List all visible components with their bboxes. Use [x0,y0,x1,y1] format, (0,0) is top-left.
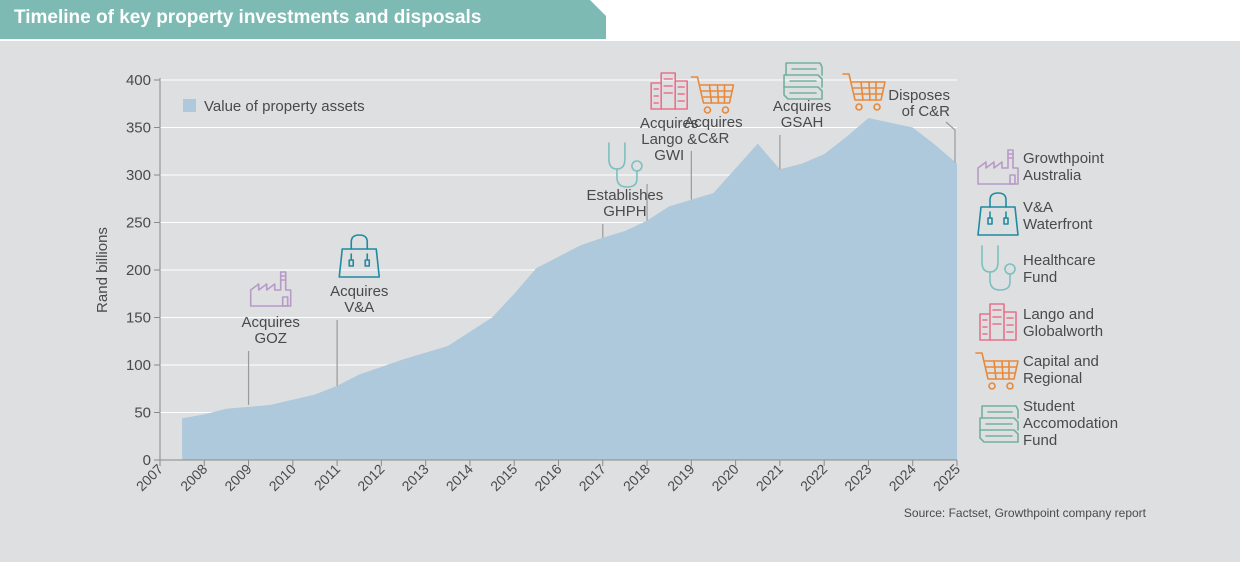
x-tick-label: 2019 [664,461,697,494]
x-tick-label: 2015 [487,461,520,494]
annotation-label: Acquires [773,98,831,115]
annotation-label: Acquires [684,114,742,131]
factory-icon [249,271,292,307]
books-icon [783,62,823,100]
y-tick-label: 200 [126,262,151,279]
annotation-label: Establishes [587,187,664,204]
x-tick-label: 2021 [753,461,786,494]
annotation-label: V&A [344,299,374,316]
y-tick-label: 400 [126,72,151,89]
x-tick-label: 2024 [885,461,918,494]
shopping-bag-icon [977,192,1019,236]
icon-legend-label: V&A [1023,199,1053,216]
x-tick-label: 2025 [930,461,963,494]
legend-label: Value of property assets [204,98,365,115]
icon-legend-label: Waterfront [1023,216,1093,233]
x-tick-label: 2018 [620,461,653,494]
icon-legend-label: Capital and [1023,353,1099,370]
factory-icon [977,149,1019,185]
icon-legend-label: Globalworth [1023,323,1103,340]
annotation-label: Acquires [330,283,388,300]
area-layer [182,118,957,460]
x-tick-label: 2013 [398,461,431,494]
y-tick-label: 150 [126,310,151,327]
x-tick-label: 2007 [133,461,166,494]
x-tick-label: 2009 [221,461,254,494]
annotation-label: Lango & [641,131,697,148]
icon-legend-label: Regional [1023,370,1082,387]
x-tick-label: 2012 [354,461,387,494]
annotation-label: of C&R [902,103,951,120]
annotation-label: GWI [654,147,684,164]
legend-swatch [183,99,196,112]
x-tick-label: 2020 [708,461,741,494]
annotation-label: Acquires [640,115,698,132]
shopping-cart-icon [975,352,1019,390]
x-tick-label: 2010 [266,461,299,494]
x-tick-label: 2023 [841,461,874,494]
icon-legend-label: Fund [1023,269,1057,286]
stethoscope-icon [608,142,643,188]
x-tick-label: 2014 [443,461,476,494]
chart-title: Timeline of key property investments and… [14,7,482,28]
legend-layer: Value of property assets [183,98,365,115]
annotation-label: C&R [698,130,730,147]
y-tick-label: 50 [134,405,151,422]
icon-legend-label: Australia [1023,167,1082,184]
books-icon [979,405,1019,443]
annotation-label: GHPH [603,203,646,220]
x-tick-label: 2016 [531,461,564,494]
buildings-icon [979,303,1017,341]
icon-legend-label: Growthpoint [1023,150,1105,167]
buildings-icon [650,72,688,110]
y-tick-label: 350 [126,120,151,137]
annotation-label: Acquires [242,314,300,331]
icon-legend-label: Fund [1023,432,1057,449]
stethoscope-icon [981,245,1016,291]
icon-legend-label: Student [1023,398,1076,415]
shopping-cart-icon [842,73,886,111]
icon-legend-label: Accomodation [1023,415,1118,432]
annotation-label: GSAH [781,114,824,131]
x-tick-label: 2022 [797,461,830,494]
y-tick-label: 300 [126,167,151,184]
y-tick-label: 0 [143,452,151,469]
source-note: Source: Factset, Growthpoint company rep… [904,506,1147,520]
icon-legend-label: Lango and [1023,306,1094,323]
x-tick-label: 2017 [576,461,609,494]
y-axis-label: Rand billions [94,227,111,313]
annotation-layer: AcquiresGOZAcquiresV&AEstablishesGHPHAcq… [242,62,956,405]
shopping-bag-icon [338,234,381,278]
x-tick-label: 2011 [311,461,344,494]
x-tick-label: 2008 [177,461,210,494]
banner-shape [0,0,606,39]
annotation-label: Disposes [888,87,950,104]
title-banner: Timeline of key property investments and… [0,0,606,39]
y-tick-label: 250 [126,215,151,232]
shopping-cart-icon [690,76,735,114]
y-tick-label: 100 [126,357,151,374]
annotation-label: GOZ [254,330,287,347]
annotation-leader [945,121,956,163]
area-series-property-assets [182,118,957,460]
icon-legend-label: Healthcare [1023,252,1096,269]
